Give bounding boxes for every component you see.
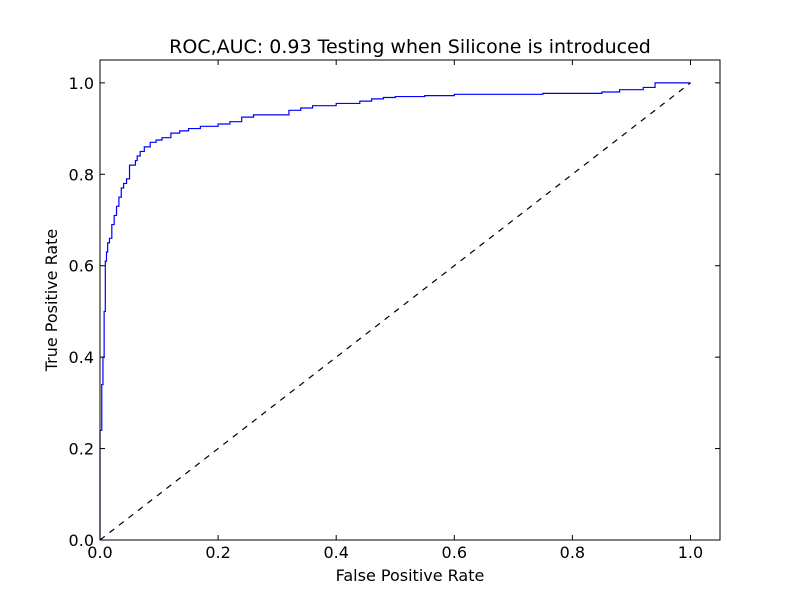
y-axis-ticks: 0.0 0.2 0.4 0.6 0.8 1.0 bbox=[69, 74, 720, 550]
chance-line-dashed bbox=[99, 82, 691, 541]
x-axis-label: False Positive Rate bbox=[336, 566, 485, 585]
y-tick-label: 0.0 bbox=[69, 531, 94, 550]
x-tick-label: 0.4 bbox=[323, 543, 348, 562]
y-axis-label: True Positive Rate bbox=[42, 229, 61, 373]
x-tick-label: 0.8 bbox=[560, 543, 585, 562]
axes-frame bbox=[99, 59, 721, 541]
curves bbox=[99, 82, 691, 541]
roc-curve-line bbox=[99, 82, 691, 540]
x-tick-label: 0.2 bbox=[205, 543, 230, 562]
y-tick-label: 0.6 bbox=[69, 257, 94, 276]
x-tick-label: 0.0 bbox=[87, 543, 112, 562]
x-tick-label: 0.6 bbox=[442, 543, 467, 562]
plot-area bbox=[99, 59, 721, 541]
x-axis-ticks: 0.0 0.2 0.4 0.6 0.8 1.0 bbox=[87, 60, 703, 562]
x-tick-label: 1.0 bbox=[678, 543, 703, 562]
chart-title: ROC,AUC: 0.93 Testing when Silicone is i… bbox=[169, 36, 651, 58]
y-tick-label: 1.0 bbox=[69, 74, 94, 93]
y-tick-label: 0.2 bbox=[69, 440, 94, 459]
y-tick-label: 0.8 bbox=[69, 165, 94, 184]
y-tick-label: 0.4 bbox=[69, 348, 94, 367]
